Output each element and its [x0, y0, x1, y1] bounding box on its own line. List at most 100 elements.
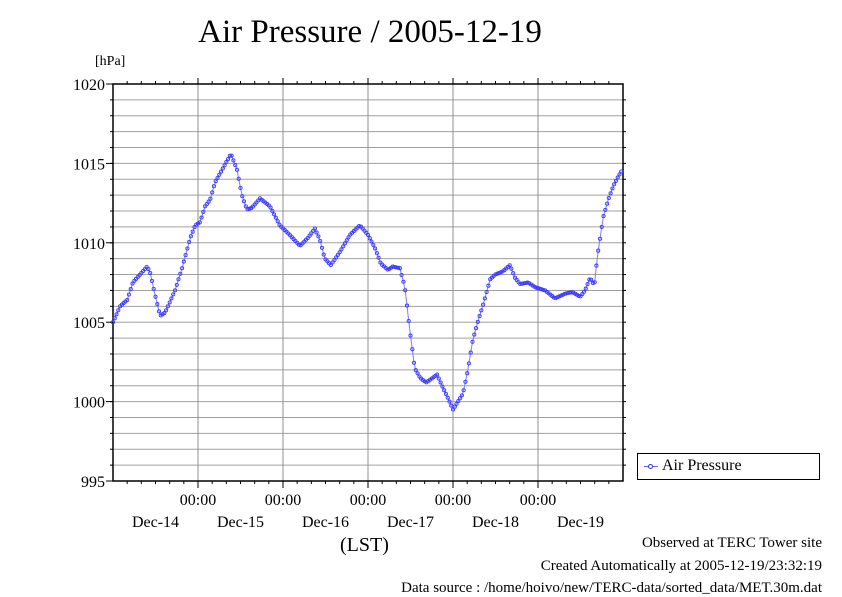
data-point — [403, 288, 408, 293]
data-point — [399, 272, 404, 278]
data-point — [183, 253, 188, 258]
data-point — [468, 350, 473, 355]
data-point — [211, 184, 216, 189]
data-point — [521, 281, 526, 286]
data-point — [390, 264, 395, 269]
legend: Air Pressure — [637, 453, 820, 480]
data-point — [335, 252, 340, 257]
data-point — [245, 207, 250, 212]
y-tick-label: 1010 — [73, 236, 105, 253]
data-point — [406, 318, 411, 324]
data-point — [171, 292, 176, 297]
data-point — [603, 207, 608, 212]
data-point — [376, 255, 381, 260]
x-tick-time-label: 00:00 — [265, 492, 301, 509]
data-point — [226, 156, 231, 162]
data-point — [392, 264, 397, 270]
data-point — [610, 186, 615, 191]
data-point — [385, 267, 390, 272]
data-point — [619, 169, 624, 174]
data-point — [112, 316, 117, 321]
data-point — [401, 279, 406, 284]
data-point — [415, 371, 420, 376]
y-tick-label: 1000 — [73, 395, 105, 412]
data-point — [473, 326, 479, 331]
created-note: Created Automatically at 2005-12-19/23:3… — [540, 558, 822, 574]
data-point — [220, 166, 225, 171]
grid — [113, 84, 623, 481]
data-point — [268, 205, 273, 210]
data-point — [240, 194, 245, 199]
data-point — [617, 172, 622, 177]
y-axis-unit-label: [hPa] — [95, 54, 126, 69]
data-point — [605, 201, 610, 206]
data-point — [511, 271, 516, 276]
data-point — [130, 281, 135, 286]
data-point — [296, 242, 301, 247]
data-point — [371, 242, 376, 247]
data-point — [110, 320, 116, 325]
data-point — [585, 282, 590, 287]
data-point — [587, 277, 592, 282]
data-point — [454, 401, 459, 406]
data-point — [583, 286, 588, 291]
data-point — [569, 290, 574, 295]
data-point — [539, 287, 544, 292]
data-point — [275, 219, 280, 224]
data-point — [273, 215, 278, 220]
data-point — [479, 308, 484, 313]
data-point — [410, 347, 415, 352]
data-point — [596, 248, 601, 253]
data-point — [477, 314, 482, 319]
data-point — [174, 282, 179, 287]
data-point — [346, 235, 351, 240]
data-point — [238, 185, 243, 190]
data-point — [394, 265, 399, 270]
data-point — [404, 303, 410, 308]
series-line — [112, 155, 622, 411]
data-point — [367, 236, 372, 241]
data-point — [608, 191, 613, 196]
data-point — [475, 319, 480, 324]
data-point — [215, 175, 220, 181]
data-point — [270, 208, 275, 214]
data-point — [459, 393, 464, 398]
data-point — [482, 296, 487, 301]
data-point — [229, 153, 234, 158]
chart-title: Air Pressure / 2005-12-19 — [198, 14, 542, 50]
x-tick-time-label: 00:00 — [435, 492, 471, 509]
data-point — [213, 179, 218, 184]
y-tick-label: 1020 — [73, 77, 105, 94]
data-point — [365, 232, 371, 237]
data-point — [167, 300, 172, 305]
data-point — [576, 293, 581, 298]
data-point — [128, 287, 133, 292]
data-point — [601, 214, 606, 219]
data-point — [227, 153, 232, 158]
data-point — [436, 376, 441, 381]
data-point — [233, 163, 238, 168]
data-point — [357, 223, 362, 229]
data-point — [435, 372, 440, 377]
data-point — [243, 204, 248, 209]
data-point — [470, 339, 475, 344]
x-tick-date-label: Dec-18 — [472, 514, 519, 531]
x-tick-date-label: Dec-19 — [557, 514, 604, 531]
data-point — [116, 308, 121, 313]
x-tick-time-label: 00:00 — [520, 492, 556, 509]
data-point — [199, 215, 204, 220]
data-point — [606, 195, 611, 201]
data-point — [564, 291, 569, 296]
data-point — [481, 302, 486, 307]
x-tick-date-label: Dec-14 — [132, 514, 179, 531]
data-point — [461, 388, 466, 393]
x-tick-date-label: Dec-17 — [387, 514, 434, 531]
data-point — [319, 245, 325, 250]
data-point — [188, 234, 193, 239]
data-point — [272, 212, 277, 217]
data-point — [180, 266, 185, 271]
data-point — [337, 250, 342, 255]
plot-frame — [112, 83, 624, 482]
data-point — [507, 263, 512, 268]
